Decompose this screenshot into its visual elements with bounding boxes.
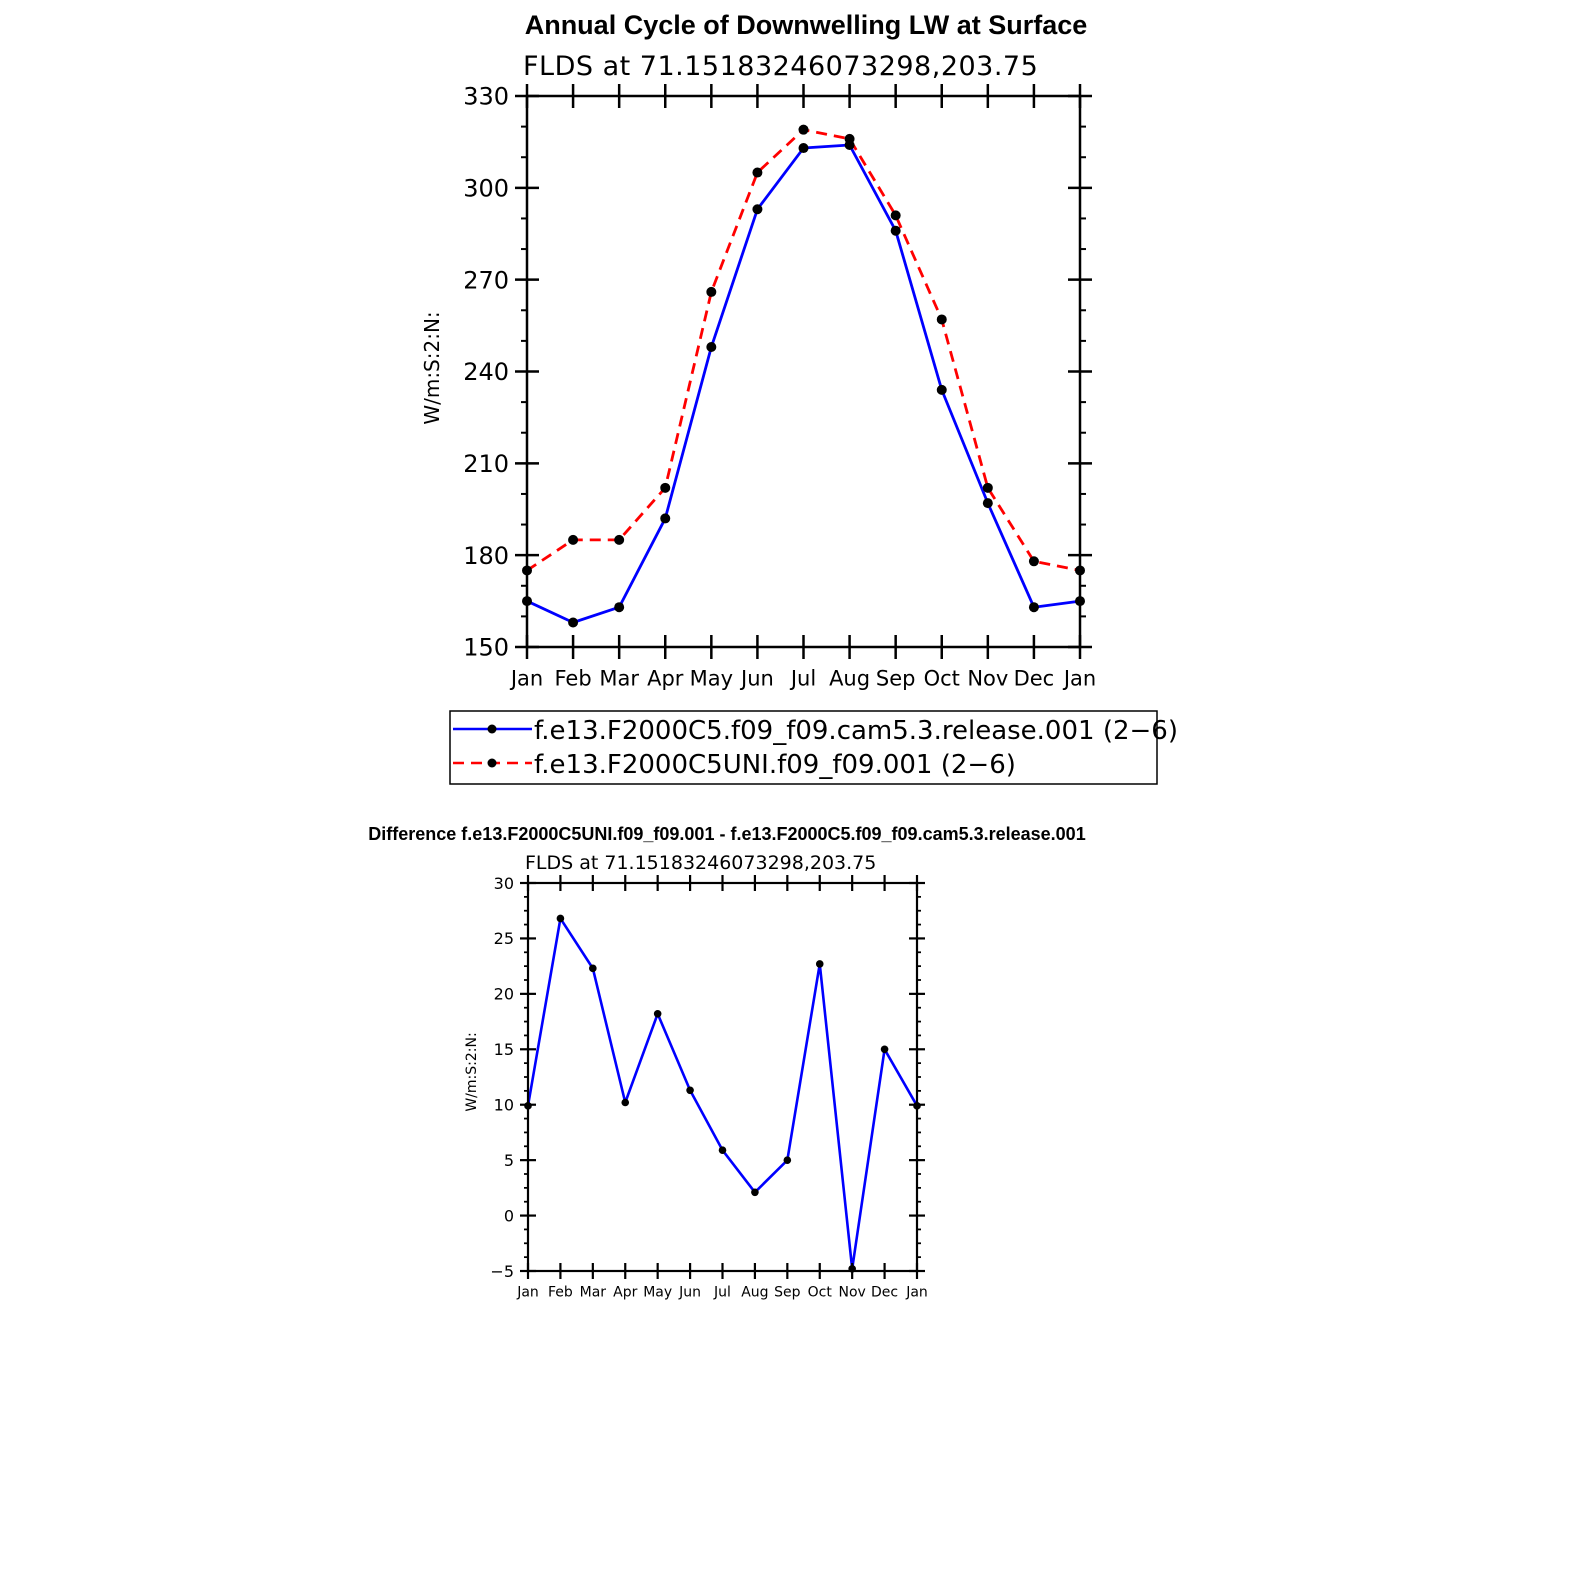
y-tick-label: 20 <box>494 985 514 1004</box>
x-tick-label: Jun <box>739 666 774 690</box>
series-1-point-3 <box>660 482 671 493</box>
difference-y-axis-label: W/m:S:2:N: <box>464 1032 480 1111</box>
y-tick-label: −5 <box>490 1262 514 1281</box>
series-0-point-5 <box>686 1086 694 1095</box>
difference-title: Difference f.e13.F2000C5UNI.f09_f09.001 … <box>368 824 1085 844</box>
legend-box <box>449 710 1158 785</box>
x-tick-label: Jan <box>509 666 543 690</box>
difference-panel: Difference f.e13.F2000C5UNI.f09_f09.001 … <box>368 824 1085 1301</box>
chart-title: Annual Cycle of Downwelling LW at Surfac… <box>525 10 1088 40</box>
legend-marker-model-b <box>487 758 497 768</box>
series-0-point-4 <box>653 1010 662 1018</box>
series-0-point-1 <box>568 617 579 628</box>
y-tick-label: 270 <box>463 266 509 294</box>
y-tick-label: 300 <box>463 174 509 202</box>
series-0-point-10 <box>982 498 993 509</box>
series-1-point-7 <box>844 133 855 144</box>
x-tick-label: Jan <box>905 1285 928 1301</box>
x-tick-label: May <box>643 1285 672 1301</box>
series-0-point-8 <box>783 1156 792 1164</box>
series-0-point-11 <box>1028 602 1039 613</box>
series-0-point-2 <box>614 602 625 613</box>
x-tick-label: Feb <box>554 666 591 690</box>
series-0-point-11 <box>880 1045 889 1054</box>
series-1-point-2 <box>614 534 625 545</box>
series-1-point-10 <box>982 482 993 493</box>
chart-subtitle: FLDS at 71.15183246073298,203.75 <box>523 51 1038 82</box>
series-1-point-11 <box>1028 556 1039 567</box>
series-0-point-1 <box>556 914 565 923</box>
y-tick-label: 180 <box>463 542 509 570</box>
y-tick-label: 330 <box>463 83 509 111</box>
plot-frame <box>525 94 1082 649</box>
series-1-point-8 <box>890 210 901 221</box>
legend-marker-model-a <box>487 724 497 734</box>
series-0-point-3 <box>621 1098 630 1107</box>
x-tick-label: Aug <box>741 1285 768 1301</box>
x-tick-label: Oct <box>924 666 960 690</box>
series-0-point-9 <box>936 384 947 395</box>
series-1-point-5 <box>752 167 763 178</box>
series-0-point-5 <box>752 204 763 215</box>
x-tick-label: May <box>690 666 733 690</box>
x-tick-label: Dec <box>1014 666 1055 690</box>
x-tick-label: Jul <box>789 666 816 690</box>
series-0-point-6 <box>718 1146 727 1154</box>
x-tick-label: Mar <box>580 1285 607 1301</box>
x-tick-label: Sep <box>876 666 916 690</box>
plot-frame <box>526 881 919 1273</box>
y-tick-label: 30 <box>494 874 514 893</box>
x-tick-label: Jan <box>516 1285 539 1301</box>
series-0-point-9 <box>815 960 824 968</box>
x-tick-label: Jun <box>678 1285 701 1301</box>
x-tick-label: Dec <box>871 1285 898 1301</box>
x-tick-label: Nov <box>839 1285 866 1301</box>
x-tick-label: Oct <box>808 1285 833 1301</box>
y-tick-label: 150 <box>463 634 509 662</box>
y-tick-label: 210 <box>463 450 509 478</box>
series-line-1 <box>526 128 1081 572</box>
series-0-point-3 <box>660 513 671 524</box>
series-1-point-4 <box>706 286 717 297</box>
legend-label-model-b: f.e13.F2000C5UNI.f09_f09.001 (2−6) <box>534 750 1016 780</box>
series-1-point-6 <box>798 124 809 135</box>
y-tick-label: 25 <box>494 929 514 948</box>
x-tick-label: Nov <box>967 666 1008 690</box>
y-axis-label: W/m:S:2:N: <box>420 311 444 424</box>
x-tick-label: Apr <box>613 1285 637 1301</box>
x-tick-label: Jul <box>713 1285 731 1301</box>
series-1-point-9 <box>936 314 947 325</box>
difference-subtitle: FLDS at 71.15183246073298,203.75 <box>525 852 876 874</box>
series-line-0 <box>526 917 919 1271</box>
series-0-point-2 <box>589 964 597 973</box>
x-tick-label: Aug <box>829 666 870 690</box>
x-tick-label: Jan <box>1062 666 1096 690</box>
series-0-point-8 <box>890 225 901 236</box>
x-tick-label: Sep <box>774 1285 801 1301</box>
x-tick-label: Apr <box>647 666 684 690</box>
y-tick-label: 0 <box>504 1206 514 1225</box>
series-0-point-7 <box>751 1188 759 1197</box>
series-0-point-6 <box>798 143 809 154</box>
series-1-point-1 <box>568 534 579 545</box>
y-tick-label: 10 <box>494 1095 514 1114</box>
y-tick-label: 15 <box>494 1040 514 1059</box>
x-tick-label: Mar <box>599 666 639 690</box>
y-tick-label: 5 <box>504 1151 514 1170</box>
y-tick-label: 240 <box>463 358 509 386</box>
series-0-point-4 <box>706 342 717 353</box>
legend: f.e13.F2000C5.f09_f09.cam5.3.release.001… <box>449 710 1178 785</box>
series-line-0 <box>526 143 1081 624</box>
x-tick-label: Feb <box>548 1285 573 1301</box>
annual-cycle-panel: Annual Cycle of Downwelling LW at Surfac… <box>420 10 1178 785</box>
legend-label-model-a: f.e13.F2000C5.f09_f09.cam5.3.release.001… <box>534 716 1178 746</box>
